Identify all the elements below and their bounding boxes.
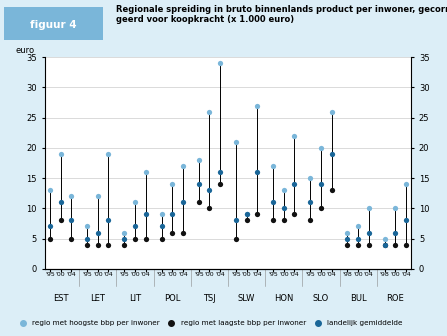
Text: Regionale spreiding in bruto binnenlands product per inwoner, gecorri-: Regionale spreiding in bruto binnenlands…: [116, 5, 447, 14]
Text: LET: LET: [90, 294, 105, 303]
Text: HON: HON: [274, 294, 293, 303]
Text: SLO: SLO: [313, 294, 329, 303]
Text: euro: euro: [15, 46, 34, 55]
Text: geerd voor koopkracht (x 1.000 euro): geerd voor koopkracht (x 1.000 euro): [116, 15, 294, 24]
Text: SLW: SLW: [238, 294, 255, 303]
Text: BUL: BUL: [350, 294, 367, 303]
Text: POL: POL: [164, 294, 181, 303]
Text: figuur 4: figuur 4: [30, 20, 77, 30]
Legend: regio met hoogste bbp per inwoner, regio met laagste bbp per inwoner, landelijk : regio met hoogste bbp per inwoner, regio…: [13, 317, 405, 329]
Text: EST: EST: [53, 294, 68, 303]
Text: ROE: ROE: [386, 294, 404, 303]
Text: TSJ: TSJ: [203, 294, 216, 303]
Text: LIT: LIT: [129, 294, 141, 303]
